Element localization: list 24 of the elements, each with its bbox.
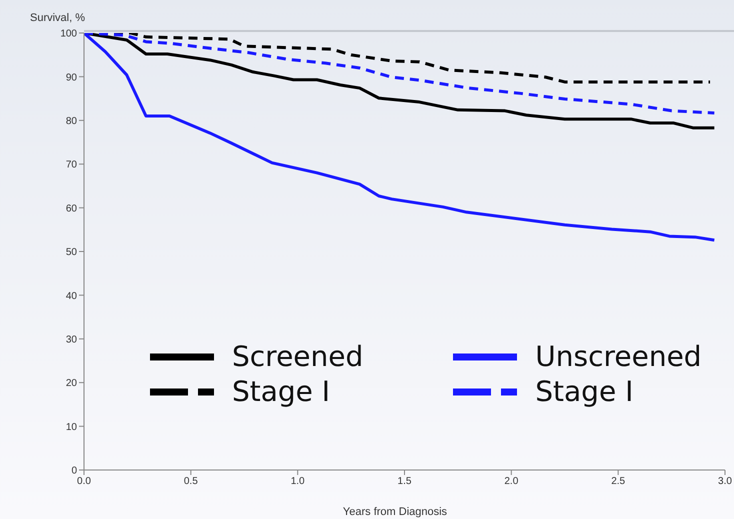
y-axis-title: Survival, % <box>30 12 86 24</box>
x-tick-label: 2.5 <box>611 476 626 488</box>
y-tick-label: 80 <box>66 116 78 127</box>
y-tick-label: 0 <box>71 466 78 477</box>
x-tick-label: 2.0 <box>504 476 519 488</box>
legend-label: Screened <box>232 340 364 373</box>
y-tick-label: 10 <box>66 422 78 433</box>
y-tick-label: 100 <box>60 28 78 40</box>
x-tick-label: 1.0 <box>290 476 306 488</box>
x-tick-label: 0.5 <box>184 476 198 488</box>
legend-label: Stage I <box>232 375 330 408</box>
y-tick-label: 70 <box>66 160 78 171</box>
y-tick-label: 40 <box>66 290 78 302</box>
y-tick-label: 20 <box>66 378 78 390</box>
legend-label: Stage I <box>535 375 634 408</box>
y-tick-label: 50 <box>66 247 78 258</box>
x-axis-title: Years from Diagnosis <box>342 506 448 518</box>
x-tick-label: 0.0 <box>77 476 92 488</box>
x-tick-label: 1.5 <box>398 476 412 488</box>
y-tick-label: 90 <box>66 72 78 84</box>
x-tick-label: 3.0 <box>718 476 732 488</box>
y-tick-label: 30 <box>66 334 78 346</box>
y-tick-label: 60 <box>66 203 78 214</box>
legend-label: Unscreened <box>535 340 702 373</box>
